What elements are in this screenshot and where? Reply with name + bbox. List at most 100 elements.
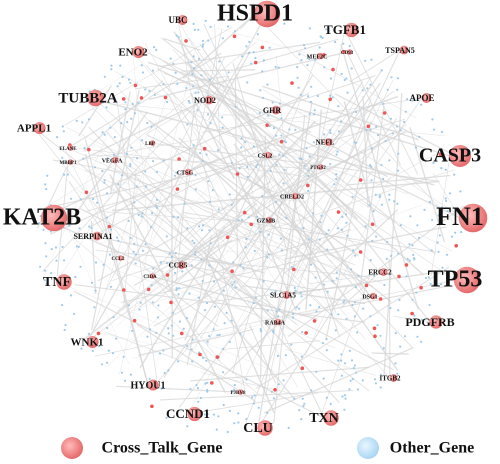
other-gene-node: [396, 77, 399, 80]
gene-label: CRELD2: [280, 194, 304, 200]
edge: [123, 170, 137, 307]
edge: [236, 38, 339, 70]
other-gene-node: [151, 212, 154, 215]
cross-talk-node: [336, 210, 341, 214]
other-gene-node: [134, 253, 137, 256]
edge: [80, 208, 394, 371]
cross-talk-node: [260, 45, 265, 50]
other-gene-node: [266, 83, 269, 86]
other-gene-node: [244, 246, 247, 249]
edge: [199, 99, 292, 199]
gene-label: GHR: [263, 106, 281, 115]
other-gene-node: [194, 174, 197, 177]
other-gene-node: [216, 149, 220, 152]
other-gene-node: [437, 214, 440, 217]
other-gene-node: [233, 422, 236, 425]
other-gene-node: [138, 308, 141, 311]
other-gene-node: [429, 282, 432, 285]
edge: [199, 43, 324, 230]
gene-node: [257, 420, 273, 436]
edge: [182, 212, 437, 253]
other-gene-node: [259, 230, 262, 233]
other-gene-node: [106, 361, 109, 364]
other-gene-node: [103, 181, 106, 184]
other-gene-node: [252, 402, 255, 405]
cross-talk-node: [242, 210, 247, 215]
gene-node: [291, 192, 299, 200]
other-gene-node: [221, 126, 224, 129]
edge: [321, 267, 373, 414]
edge: [277, 210, 392, 303]
other-gene-node: [197, 91, 200, 94]
other-gene-node: [233, 30, 237, 33]
other-gene-node: [190, 264, 193, 267]
other-gene-node: [144, 170, 147, 173]
other-gene-node: [307, 174, 310, 178]
other-gene-node: [120, 371, 124, 374]
other-gene-node: [411, 298, 414, 301]
edge: [255, 266, 449, 389]
edge: [167, 260, 262, 315]
other-gene-node: [200, 74, 203, 77]
other-gene-node: [152, 160, 155, 163]
other-gene-node: [203, 309, 206, 312]
other-gene-node: [209, 242, 212, 245]
gene-node: [346, 49, 353, 55]
other-gene-node: [272, 397, 275, 400]
other-gene-node: [150, 125, 153, 128]
edge: [184, 131, 311, 243]
other-gene-node: [393, 200, 396, 203]
other-gene-node: [240, 218, 244, 222]
other-gene-node: [431, 218, 434, 222]
other-gene-node: [79, 265, 82, 268]
other-gene-node: [319, 221, 322, 224]
other-gene-node: [337, 130, 341, 133]
other-gene-node: [369, 83, 372, 86]
edge: [159, 41, 321, 68]
other-gene-node: [227, 71, 230, 74]
gene-node: [147, 379, 159, 391]
other-gene-node: [330, 313, 333, 316]
cross-talk-node: [370, 222, 375, 227]
other-gene-node: [297, 86, 300, 89]
other-gene-node: [88, 225, 91, 228]
other-gene-node: [294, 128, 297, 131]
other-gene-node: [435, 158, 438, 161]
other-gene-node: [62, 130, 65, 133]
cross-talk-node: [150, 404, 154, 409]
edge: [257, 101, 313, 429]
other-gene-node: [384, 139, 387, 143]
other-gene-node: [288, 128, 291, 131]
gene-node: [177, 15, 188, 25]
gene-label: PDGFRB: [405, 315, 454, 329]
cross-talk-node: [121, 97, 126, 101]
other-gene-node: [290, 343, 293, 346]
edge: [53, 160, 214, 211]
cross-talk-node: [225, 235, 230, 240]
other-gene-node: [144, 243, 147, 246]
other-gene-node: [351, 303, 354, 307]
other-gene-node: [337, 105, 340, 108]
other-gene-node: [351, 378, 354, 381]
edge: [109, 91, 131, 194]
other-gene-node: [222, 347, 225, 350]
other-gene-node: [234, 286, 237, 289]
gene-node: [453, 266, 481, 294]
other-gene-node: [340, 359, 343, 362]
other-gene-node: [206, 381, 209, 384]
other-gene-node: [388, 159, 391, 162]
other-gene-node: [348, 44, 351, 48]
edge: [287, 205, 464, 338]
other-gene-node: [298, 409, 301, 412]
other-gene-node: [141, 71, 145, 74]
gene-node: [324, 138, 333, 146]
other-gene-node: [182, 327, 185, 330]
other-gene-node: [149, 328, 152, 331]
other-gene-node: [225, 311, 228, 315]
gene-label: APOE: [409, 93, 434, 103]
other-gene-node: [325, 349, 328, 352]
other-gene-node: [94, 166, 97, 169]
edge: [67, 147, 374, 288]
other-gene-node: [129, 81, 132, 84]
